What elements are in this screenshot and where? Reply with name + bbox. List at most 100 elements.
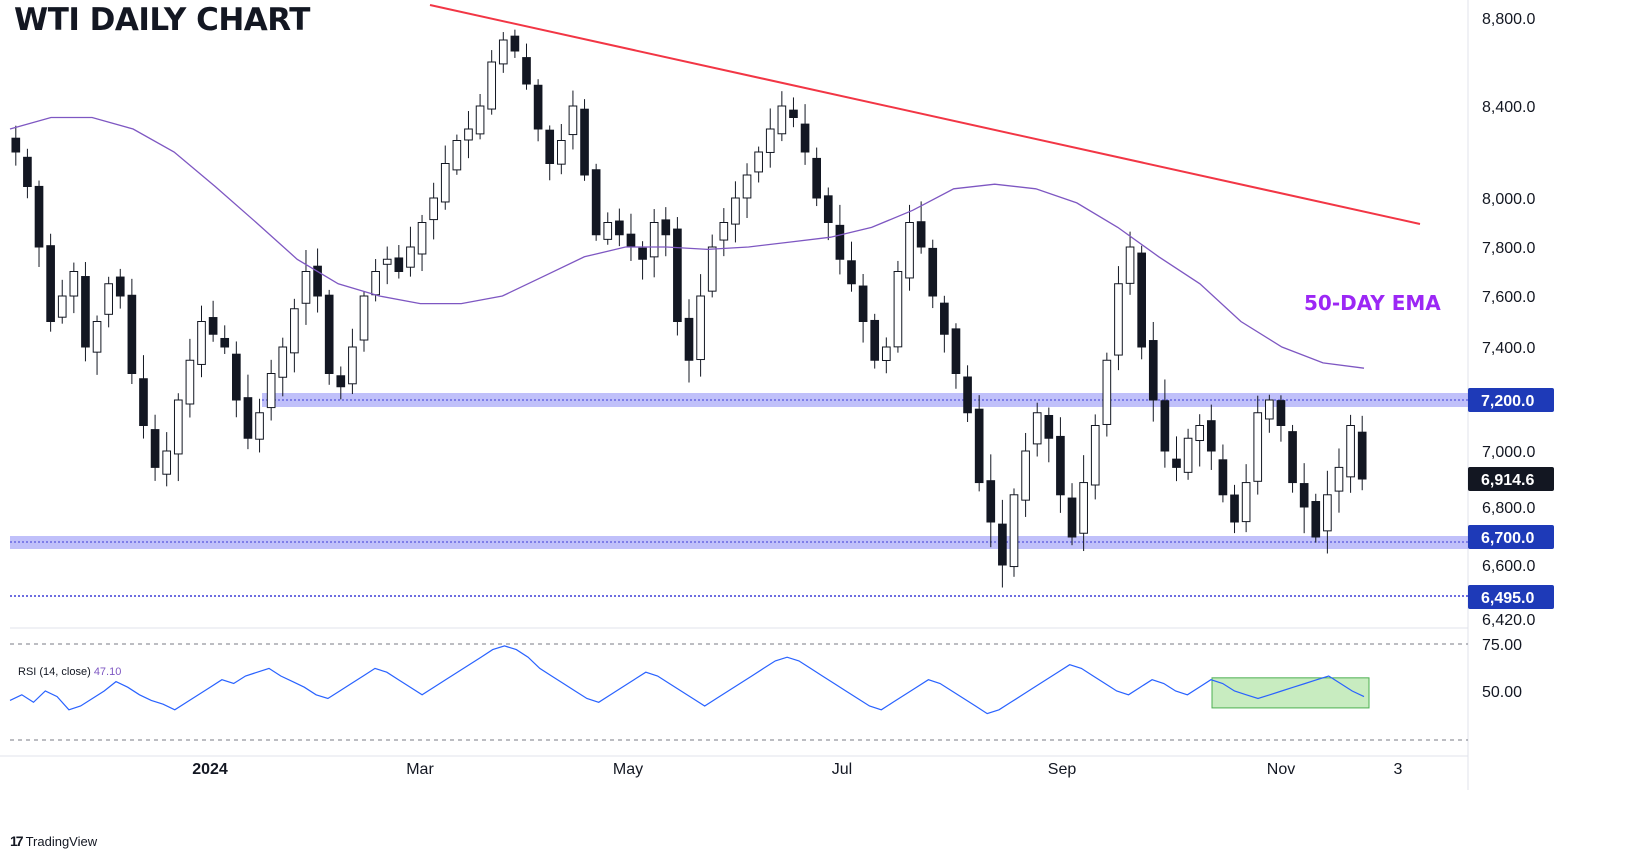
candle-body (243, 397, 253, 439)
candle-body (533, 84, 543, 130)
candle-body (1218, 459, 1228, 496)
candle-body (429, 197, 438, 221)
price-level-badge (1468, 525, 1554, 549)
candle-body (928, 247, 938, 297)
candle-body (1311, 501, 1321, 538)
candle-body (603, 222, 613, 240)
candle-body (11, 137, 21, 153)
candle-body (382, 258, 392, 265)
rsi-line (9, 645, 1365, 715)
candle-body (835, 224, 845, 260)
price-level-label: 7,200.0 (1481, 393, 1534, 410)
candle-body (313, 265, 322, 297)
candle-body (290, 308, 299, 354)
candle-body (1137, 252, 1146, 348)
candle-body (336, 375, 346, 388)
ema-50-line (9, 116, 1365, 369)
candle-body (208, 317, 218, 335)
tradingview-label: TradingView (25, 833, 98, 849)
chart-title: WTI DAILY CHART (14, 2, 310, 38)
candle-body (858, 285, 868, 323)
candle-body (1125, 246, 1135, 284)
candle-body (69, 271, 79, 297)
candle-body (568, 105, 578, 136)
candle-body (789, 109, 798, 118)
candle-body (754, 151, 763, 173)
candle-body (359, 295, 369, 341)
candle-body (1044, 414, 1054, 439)
candle-body (951, 328, 961, 374)
time-axis-tick: Sep (1048, 761, 1077, 778)
price-axis-tick: 6,800.0 (1482, 500, 1535, 517)
candle-body (348, 346, 357, 385)
candle-body (707, 246, 717, 292)
ema-annotation: 50-DAY EMA (1304, 291, 1441, 315)
candle-body (1357, 431, 1367, 480)
rsi-consolidation-box (1211, 677, 1370, 709)
candle-body (1346, 425, 1355, 478)
candle-body (591, 169, 601, 236)
candle-body (266, 373, 276, 409)
candle-body (696, 295, 705, 361)
candle-body (638, 247, 647, 260)
price-axis-tick: 7,400.0 (1482, 340, 1535, 357)
candle-body (1079, 482, 1088, 534)
candle-body (232, 353, 241, 401)
candle-body (580, 108, 589, 176)
candle-body (1172, 458, 1181, 468)
time-axis-tick: 2024 (192, 761, 228, 778)
rsi-legend-label: RSI (14, close) (18, 666, 91, 678)
candle-body (371, 271, 380, 296)
candle-body (1114, 283, 1123, 356)
candle-body (615, 220, 624, 236)
price-level-label: 6,495.0 (1481, 590, 1534, 607)
candle-body (893, 271, 903, 348)
candle-body (1183, 437, 1193, 473)
candle-body (870, 319, 880, 361)
price-axis-group: 8,800.0 8,400.0 8,000.0 7,800.0 7,600.0 7,400… (1468, 11, 1554, 629)
time-axis-tick: May (613, 761, 643, 778)
price-axis-tick: 8,000.0 (1482, 191, 1535, 208)
candle-body (81, 276, 90, 348)
candle-body (1009, 494, 1019, 568)
candle-body (1090, 425, 1100, 486)
rsi-axis-tick: 50.00 (1482, 684, 1522, 701)
candle-body (150, 429, 160, 468)
candle-body (742, 174, 752, 199)
candle-body (812, 157, 822, 199)
candle-body (661, 219, 671, 236)
candle-body (173, 399, 183, 455)
candle-body (57, 295, 67, 318)
candle-body (1299, 483, 1309, 508)
candle-body (1276, 400, 1286, 427)
candle-body (731, 197, 740, 225)
candle-body (1206, 420, 1216, 452)
candle-body (162, 450, 172, 475)
candle-body (46, 245, 55, 322)
candle-body (800, 123, 810, 153)
price-level-label: 6,700.0 (1481, 530, 1534, 547)
downtrend-line (429, 4, 1421, 225)
candle-body (556, 140, 566, 165)
candle-body (1148, 340, 1158, 401)
candle-body (417, 222, 427, 255)
candle-body (1288, 431, 1297, 484)
candle-body (255, 412, 264, 440)
time-axis-tick: Nov (1267, 761, 1295, 778)
candle-body (498, 39, 508, 65)
candle-body (905, 222, 914, 279)
candle-body (881, 346, 891, 361)
candle-body (1102, 359, 1112, 425)
price-axis-tick: 7,600.0 (1482, 289, 1535, 306)
candle-body (1241, 482, 1251, 523)
candle-body (510, 35, 520, 52)
candle-body (916, 221, 926, 248)
candles-group (11, 29, 1367, 588)
candle-body (452, 140, 462, 171)
price-level-badge (1468, 585, 1554, 609)
tradingview-branding: 17 TradingView (10, 833, 97, 849)
candle-body (626, 233, 636, 248)
candle-body (34, 185, 44, 248)
candle-body (1195, 425, 1205, 442)
